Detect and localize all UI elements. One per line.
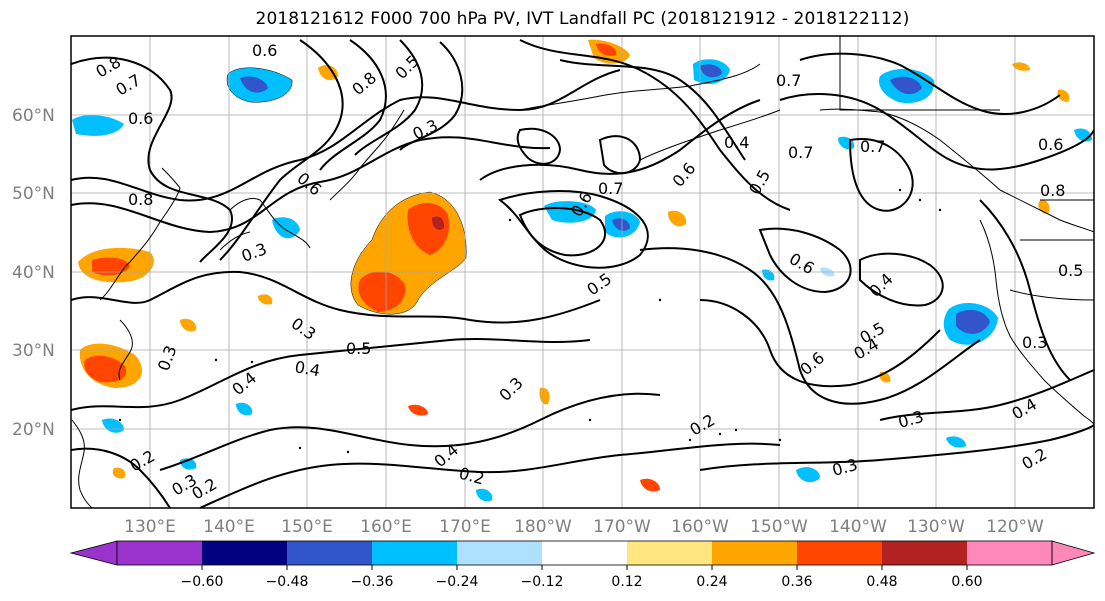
lon-tick-label: 150°W (750, 517, 808, 537)
lat-tick-label: 50°N (12, 184, 55, 204)
colorbar-left-arrow (69, 540, 118, 566)
colorbar-tick-label: 0.12 (611, 574, 642, 590)
colorbar: −0.60 −0.48 −0.36 −0.24 −0.12 0.12 0.24 … (69, 540, 1096, 590)
contour-label: 0.6 (252, 41, 277, 60)
contour-label: 0.4 (293, 357, 321, 380)
lon-tick-label: 130°W (907, 517, 965, 537)
contour-label: 0.8 (128, 190, 153, 209)
lon-tick-label: 180°W (514, 517, 572, 537)
lon-tick-label: 120°W (986, 517, 1044, 537)
contour-label: 0.7 (860, 137, 885, 156)
lon-tick-label: 160°E (360, 517, 412, 537)
lon-tick-label: 140°E (203, 517, 255, 537)
colorbar-tick-label: −0.12 (521, 574, 564, 590)
contour-label: 0.3 (1022, 333, 1047, 352)
contour-label: 0.8 (1040, 181, 1065, 200)
colorbar-segment (457, 541, 542, 565)
colorbar-tick-label: −0.60 (181, 574, 224, 590)
lat-tick-label: 60°N (12, 106, 55, 126)
contour-label: 0.7 (598, 179, 623, 198)
contour-label: 0.6 (1038, 135, 1063, 154)
colorbar-tick-label: 0.36 (781, 574, 812, 590)
lat-tick-label: 30°N (12, 341, 55, 361)
coastlines (71, 36, 1094, 508)
islands (118, 188, 942, 454)
colorbar-tick-label: 0.48 (866, 574, 897, 590)
colorbar-segment (712, 541, 797, 565)
colorbar-tick-label: −0.48 (266, 574, 309, 590)
lon-tick-label: 170°E (439, 517, 491, 537)
colorbar-segment (287, 541, 372, 565)
colorbar-outline (116, 540, 1053, 566)
lon-tick-label: 140°W (829, 517, 887, 537)
colorbar-segment (882, 541, 967, 565)
contour-label: 0.5 (1058, 261, 1083, 280)
map-title: 2018121612 F000 700 hPa PV, IVT Landfall… (255, 9, 910, 29)
colorbar-right-arrow (1051, 540, 1096, 566)
contour-lines (71, 39, 1094, 508)
map-border (70, 35, 1095, 509)
colorbar-tick-label: −0.24 (436, 574, 479, 590)
contour-label: 0.5 (346, 339, 371, 358)
colorbar-tick-label: −0.36 (351, 574, 394, 590)
colorbar-ticks (201, 565, 968, 570)
longitude-axis: 130°E 140°E 150°E 160°E 170°E 180°W 170°… (124, 517, 1044, 537)
lat-tick-label: 20°N (12, 420, 55, 440)
colorbar-labels: −0.60 −0.48 −0.36 −0.24 −0.12 0.12 0.24 … (181, 574, 983, 590)
contour-label: 0.7 (788, 143, 813, 162)
lon-tick-label: 130°E (124, 517, 176, 537)
lon-tick-label: 150°E (281, 517, 333, 537)
colorbar-tick-label: 0.60 (951, 574, 982, 590)
colorbar-segment (797, 541, 882, 565)
colorbar-segment (372, 541, 457, 565)
lat-tick-label: 40°N (12, 263, 55, 283)
latitude-axis: 60°N 50°N 40°N 30°N 20°N (12, 106, 55, 440)
lon-tick-label: 160°W (671, 517, 729, 537)
colorbar-segment (117, 541, 202, 565)
contour-label: 0.4 (724, 133, 749, 152)
contour-label: 0.6 (128, 109, 153, 128)
colorbar-segment (967, 541, 1052, 565)
colorbar-segment (542, 541, 627, 565)
colorbar-segment (627, 541, 712, 565)
colorbar-tick-label: 0.24 (696, 574, 727, 590)
colorbar-segment (202, 541, 287, 565)
positive-shading (78, 39, 1070, 492)
contour-label: 0.7 (776, 71, 801, 90)
lon-tick-label: 170°W (593, 517, 651, 537)
